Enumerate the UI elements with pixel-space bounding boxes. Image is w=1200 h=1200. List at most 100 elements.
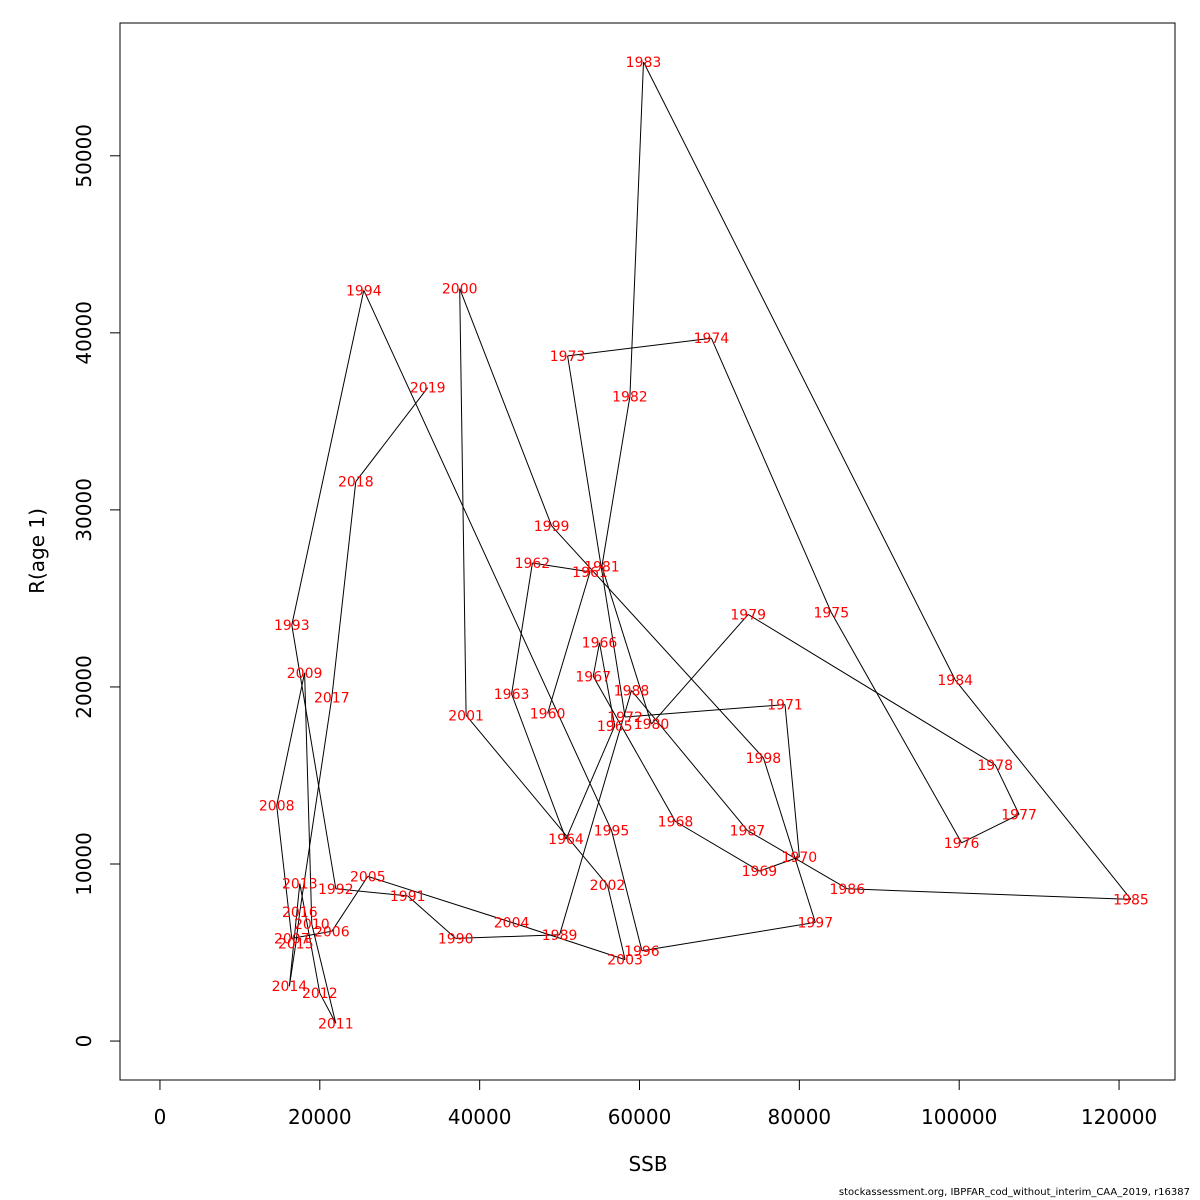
x-tick-label: 80000 — [768, 1105, 832, 1129]
point-label-2019: 2019 — [410, 381, 446, 397]
point-label-2009: 2009 — [287, 666, 323, 682]
series-segment — [592, 676, 676, 822]
series-segment — [291, 290, 365, 626]
series-segment — [465, 714, 608, 886]
source-footnote: stockassessment.org, IBPFAR_cod_without_… — [838, 1187, 1190, 1198]
series-segment — [747, 829, 848, 890]
series-segment — [299, 883, 321, 994]
point-label-1989: 1989 — [542, 928, 578, 944]
point-label-1995: 1995 — [594, 823, 630, 839]
series-segment — [355, 387, 429, 482]
point-label-1969: 1969 — [742, 864, 778, 880]
series-segment — [675, 821, 760, 872]
point-label-2015: 2015 — [278, 937, 314, 953]
point-label-2016: 2016 — [282, 905, 318, 921]
series-segment — [567, 337, 712, 357]
series-segment — [961, 813, 1020, 844]
series-segment — [759, 856, 800, 872]
series-segment — [304, 672, 313, 925]
point-label-1965: 1965 — [597, 719, 633, 735]
point-label-1987: 1987 — [730, 823, 766, 839]
series-segment — [291, 624, 337, 889]
point-label-2003: 2003 — [607, 953, 643, 969]
series-segment — [994, 764, 1020, 815]
point-label-1980: 1980 — [634, 717, 670, 733]
point-label-1976: 1976 — [944, 836, 980, 852]
point-label-1971: 1971 — [767, 698, 803, 714]
point-label-1975: 1975 — [813, 606, 849, 622]
y-axis-title: R(age 1) — [25, 508, 49, 594]
point-label-2004: 2004 — [494, 915, 530, 931]
series-segment — [363, 290, 612, 831]
series-segment — [547, 571, 591, 714]
series-segment — [565, 725, 616, 840]
series-segment — [629, 61, 644, 397]
series-segment — [747, 613, 996, 766]
y-tick-label: 50000 — [72, 124, 96, 188]
series-segment — [331, 481, 357, 698]
point-label-1967: 1967 — [575, 669, 611, 685]
point-label-2013: 2013 — [282, 877, 318, 893]
series-line — [276, 61, 1132, 1024]
point-label-1974: 1974 — [694, 331, 730, 347]
point-label-2005: 2005 — [350, 869, 386, 885]
series-segment — [276, 805, 293, 939]
point-label-1968: 1968 — [658, 815, 694, 831]
series-segment — [532, 562, 591, 573]
point-label-1996: 1996 — [624, 944, 660, 960]
series-segment — [299, 697, 333, 912]
series-segment — [762, 757, 816, 923]
point-label-1986: 1986 — [829, 882, 865, 898]
point-label-2006: 2006 — [314, 924, 350, 940]
series-segment — [335, 888, 408, 897]
point-label-2000: 2000 — [442, 282, 478, 298]
point-label-2017: 2017 — [314, 691, 350, 707]
y-tick-label: 0 — [72, 1035, 96, 1048]
point-label-1988: 1988 — [614, 684, 650, 700]
series-segment — [459, 288, 553, 526]
point-label-2007: 2007 — [274, 931, 310, 947]
x-tick-label: 100000 — [921, 1105, 997, 1129]
x-tick-label: 0 — [154, 1105, 167, 1129]
series-segment — [311, 924, 337, 1024]
series-segment — [288, 943, 297, 987]
series-segment — [601, 566, 652, 725]
series-segment — [459, 288, 467, 716]
series-segment — [592, 642, 600, 677]
point-label-1964: 1964 — [548, 832, 584, 848]
series-segment — [631, 690, 748, 831]
series-segment — [710, 337, 832, 613]
series-segment — [331, 876, 369, 932]
series-segment — [291, 930, 332, 939]
point-label-1983: 1983 — [626, 55, 662, 71]
point-label-1981: 1981 — [584, 560, 620, 576]
point-label-1961: 1961 — [572, 565, 608, 581]
series-segment — [567, 355, 626, 718]
series-segment — [599, 642, 616, 726]
y-tick-label: 10000 — [72, 832, 96, 896]
series-segment — [611, 830, 643, 951]
series-segment — [784, 704, 800, 857]
series-segment — [651, 614, 749, 725]
point-label-1972: 1972 — [607, 710, 643, 726]
y-tick-label: 30000 — [72, 478, 96, 542]
point-label-2014: 2014 — [272, 979, 308, 995]
series-segment — [601, 396, 631, 567]
point-label-1973: 1973 — [550, 349, 586, 365]
series-segment — [455, 934, 560, 939]
series-segment — [367, 875, 512, 923]
series-segment — [643, 61, 956, 681]
x-tick-label: 60000 — [608, 1105, 672, 1129]
point-label-1993: 1993 — [274, 618, 310, 634]
point-label-1960: 1960 — [530, 707, 566, 723]
series-segment — [407, 895, 457, 939]
point-label-1982: 1982 — [612, 390, 648, 406]
point-label-1997: 1997 — [797, 915, 833, 931]
point-label-2018: 2018 — [338, 475, 374, 491]
point-label-1977: 1977 — [1001, 807, 1037, 823]
x-tick-label: 120000 — [1081, 1105, 1157, 1129]
series-segment — [319, 992, 337, 1024]
x-axis-title: SSB — [628, 1152, 667, 1176]
plot-frame — [119, 22, 1176, 1081]
point-label-1966: 1966 — [582, 636, 618, 652]
